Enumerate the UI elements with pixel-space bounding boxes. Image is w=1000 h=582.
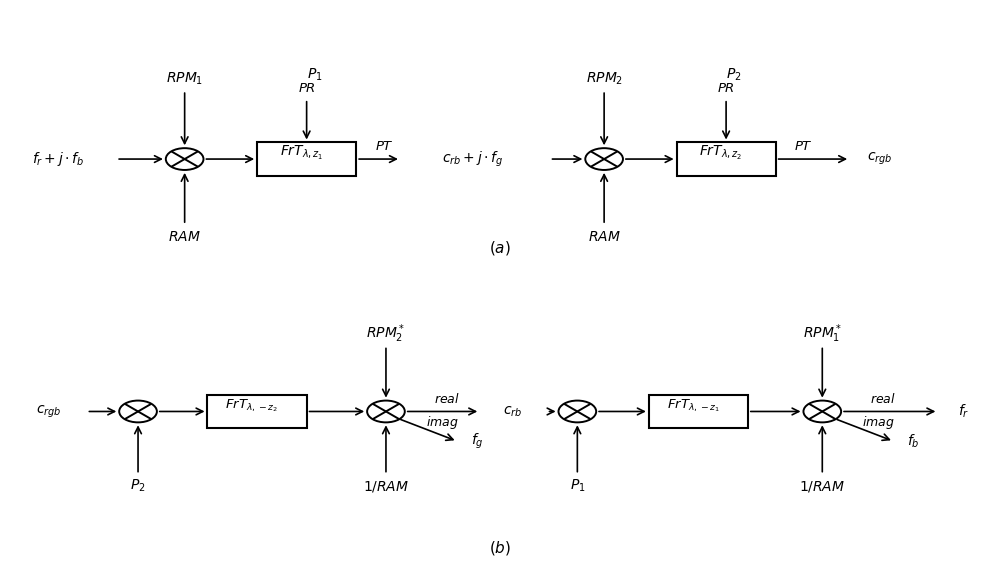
Bar <box>257 143 356 176</box>
Text: $P_2$: $P_2$ <box>130 478 146 494</box>
Text: $FrT_{\lambda,z_2}$: $FrT_{\lambda,z_2}$ <box>699 144 743 162</box>
Text: $PT$: $PT$ <box>794 140 813 153</box>
Text: $1/RAM$: $1/RAM$ <box>363 478 409 494</box>
Text: $P_1$: $P_1$ <box>570 478 585 494</box>
Text: $f_r$: $f_r$ <box>958 403 970 420</box>
Text: $P_1$: $P_1$ <box>307 66 322 83</box>
Text: $c_{rb} + j \cdot f_g$: $c_{rb} + j \cdot f_g$ <box>442 150 504 169</box>
Text: $imag$: $imag$ <box>862 414 895 431</box>
Bar <box>207 395 307 428</box>
Text: $FrT_{\lambda,-z_2}$: $FrT_{\lambda,-z_2}$ <box>225 398 279 414</box>
Bar <box>649 395 748 428</box>
Text: $RAM$: $RAM$ <box>168 229 201 243</box>
Text: $RPM_1^*$: $RPM_1^*$ <box>803 323 842 345</box>
Text: $f_g$: $f_g$ <box>471 432 484 451</box>
Text: $RPM_2^*$: $RPM_2^*$ <box>366 323 406 345</box>
Text: $imag$: $imag$ <box>426 414 459 431</box>
Text: $PR$: $PR$ <box>717 82 735 95</box>
Text: $PT$: $PT$ <box>375 140 393 153</box>
Text: $c_{rb}$: $c_{rb}$ <box>503 404 523 418</box>
Text: $1/RAM$: $1/RAM$ <box>799 478 845 494</box>
Text: $RPM_2$: $RPM_2$ <box>586 70 623 87</box>
Text: $c_{rgb}$: $c_{rgb}$ <box>867 151 893 167</box>
Text: $(b)$: $(b)$ <box>489 539 511 557</box>
Text: $RPM_1$: $RPM_1$ <box>166 70 203 87</box>
Text: $FrT_{\lambda,z_1}$: $FrT_{\lambda,z_1}$ <box>280 144 323 162</box>
Text: $P_2$: $P_2$ <box>726 66 742 83</box>
Text: $PR$: $PR$ <box>298 82 316 95</box>
Text: $FrT_{\lambda,-z_1}$: $FrT_{\lambda,-z_1}$ <box>667 398 720 414</box>
Text: $real$: $real$ <box>870 392 896 406</box>
Text: $real$: $real$ <box>434 392 459 406</box>
Bar <box>677 143 776 176</box>
Text: $f_r + j \cdot f_b$: $f_r + j \cdot f_b$ <box>32 150 85 168</box>
Text: $RAM$: $RAM$ <box>588 229 620 243</box>
Text: $(a)$: $(a)$ <box>489 239 511 257</box>
Text: $c_{rgb}$: $c_{rgb}$ <box>36 403 62 420</box>
Text: $f_b$: $f_b$ <box>907 432 920 450</box>
